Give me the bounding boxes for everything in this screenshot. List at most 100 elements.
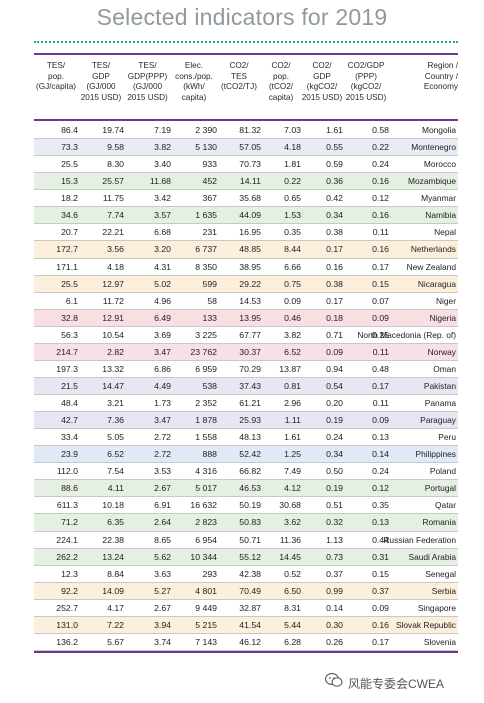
table-row: 20.7 22.21 6.68 231 16.95 0.35 0.38 0.11 Nepal xyxy=(34,224,458,242)
table-row: 23.9 6.52 2.72 888 52.42 1.25 0.34 0.14 Philippi… xyxy=(34,446,458,464)
table-cell: 2.72 xyxy=(154,432,171,443)
table-cell: 13.32 xyxy=(102,363,124,374)
header-line: 2015 USD) xyxy=(127,92,168,102)
table-cell: 3.53 xyxy=(154,466,171,477)
table-cell: 0.14 xyxy=(326,602,343,613)
header-line: (GJ/000 xyxy=(86,82,116,91)
table-row: 71.2 6.35 2.64 2 823 50.83 3.62 0.32 0.13 Romani… xyxy=(34,514,458,532)
table-cell: 23 762 xyxy=(190,346,217,357)
table-row: 25.5 12.97 5.02 599 29.22 0.75 0.38 0.15 Nicarag… xyxy=(34,275,458,293)
table-cell: 0.35 xyxy=(284,227,301,238)
table-cell: 48.4 xyxy=(61,398,78,408)
table-cell: 4.31 xyxy=(154,261,171,272)
table-cell: 0.32 xyxy=(326,517,343,528)
table-cell: 88.6 xyxy=(61,483,78,494)
table-cell: 367 xyxy=(202,193,218,204)
table-cell: 1.53 xyxy=(284,210,301,221)
table-row: 214.7 2.82 3.47 23 762 30.37 6.52 0.09 0.11 Norw… xyxy=(34,343,458,361)
table-cell: 0.38 xyxy=(326,278,343,289)
header-line: (kWh/ xyxy=(183,82,205,91)
table-cell: 8.84 xyxy=(107,568,124,579)
table-cell: 0.09 xyxy=(372,415,389,426)
country-name: Philippines xyxy=(415,449,456,460)
table-cell: 0.25 xyxy=(372,329,389,340)
table-cell: 3.57 xyxy=(154,210,171,221)
table-cell: 6.52 xyxy=(107,449,124,460)
table-cell: 5.02 xyxy=(154,278,171,289)
table-cell: 56.3 xyxy=(61,329,78,340)
table-cell: 6.91 xyxy=(154,500,171,511)
table-cell: 5.62 xyxy=(154,551,171,562)
table-cell: 599 xyxy=(202,278,218,289)
table-cell: 4 801 xyxy=(195,585,217,596)
table-cell: 7.74 xyxy=(107,210,124,221)
table-cell: 0.24 xyxy=(372,466,389,477)
table-cell: 50.71 xyxy=(239,534,261,545)
table-cell: 50.83 xyxy=(239,517,261,528)
table-cell: 0.18 xyxy=(326,312,343,323)
table-cell: 10.54 xyxy=(102,329,124,340)
table-row: 6.1 11.72 4.96 58 14.53 0.09 0.17 0.07 Niger xyxy=(34,292,458,310)
table-cell: 7.03 xyxy=(284,125,301,135)
table-cell: 9 449 xyxy=(195,602,217,613)
table-cell: 0.11 xyxy=(372,346,389,357)
country-name: North Macedonia (Rep. of) xyxy=(357,329,456,340)
table-cell: 4 316 xyxy=(195,466,217,477)
table-cell: 0.24 xyxy=(372,159,389,170)
table-cell: 0.35 xyxy=(372,500,389,511)
header-tes-gdp: TES/GDP (GJ/000 2015 USD) xyxy=(78,61,124,103)
table-cell: 5.44 xyxy=(284,619,301,630)
table-cell: 133 xyxy=(202,312,218,323)
table-cell: 11.72 xyxy=(102,295,124,306)
table-cell: 3.74 xyxy=(154,636,171,647)
table-cell: 0.73 xyxy=(326,551,343,562)
table-row: 12.3 8.84 3.63 293 42.38 0.52 0.37 0.15 Senegal xyxy=(34,565,458,583)
table-cell: 0.31 xyxy=(372,551,389,562)
country-name: Nepal xyxy=(434,227,456,238)
table-cell: 0.38 xyxy=(326,227,343,238)
table-cell: 3.69 xyxy=(154,329,171,340)
table-cell: 6 959 xyxy=(195,363,217,374)
table-cell: 3.82 xyxy=(154,142,171,153)
table-row: 48.4 3.21 1.73 2 352 61.21 2.96 0.20 0.11 Panama xyxy=(34,395,458,413)
table-cell: 6.49 xyxy=(154,312,171,323)
table-cell: 0.37 xyxy=(372,585,389,596)
table-cell: 2.82 xyxy=(107,346,124,357)
table-row: 88.6 4.11 2.67 5 017 46.53 4.12 0.19 0.12 Portug… xyxy=(34,480,458,498)
country-name: Oman xyxy=(433,363,456,374)
table-cell: 0.17 xyxy=(326,295,343,306)
header-line: TES/ xyxy=(46,61,66,70)
header-line: GDP(PPP) xyxy=(127,71,168,81)
table-cell: 0.71 xyxy=(326,329,343,340)
header-line: (kgCO2/ xyxy=(350,82,382,91)
table-cell: 1.81 xyxy=(284,159,301,170)
country-name: Nigeria xyxy=(429,312,456,323)
table-cell: 0.17 xyxy=(326,244,343,255)
table-cell: 888 xyxy=(202,449,218,460)
table-cell: 4.12 xyxy=(284,483,301,494)
country-name: Norway xyxy=(427,346,456,357)
table-cell: 5.05 xyxy=(107,432,124,443)
country-name: Singapore xyxy=(417,602,456,613)
table-cell: 46.12 xyxy=(239,636,261,647)
table-cell: 0.14 xyxy=(372,449,389,460)
header-line: cons./pop. xyxy=(175,71,213,81)
table-cell: 2 352 xyxy=(195,398,217,408)
table-cell: 0.16 xyxy=(372,176,389,187)
table-cell: 3.47 xyxy=(154,415,171,426)
table-cell: 136.2 xyxy=(56,636,78,647)
table-cell: 171.1 xyxy=(56,261,78,272)
table-row: 18.2 11.75 3.42 367 35.68 0.65 0.42 0.12 Myanmar xyxy=(34,190,458,208)
table-cell: 6.35 xyxy=(107,517,124,528)
table-cell: 131.0 xyxy=(56,619,78,630)
table-cell: 293 xyxy=(202,568,218,579)
table-cell: 0.17 xyxy=(372,636,389,647)
table-cell: 34.6 xyxy=(61,210,78,221)
table-cell: 1 635 xyxy=(195,210,217,221)
table-cell: 1.11 xyxy=(284,415,301,426)
table-row: 25.5 8.30 3.40 933 70.73 1.81 0.59 0.24 Morocco xyxy=(34,156,458,174)
header-line: 2015 USD) xyxy=(345,92,387,102)
header-tes-gdp-ppp: TES/GDP(PPP) (GJ/000 2015 USD) xyxy=(124,61,171,103)
country-name: Paraguay xyxy=(420,415,456,426)
table-cell: 0.16 xyxy=(372,210,389,221)
